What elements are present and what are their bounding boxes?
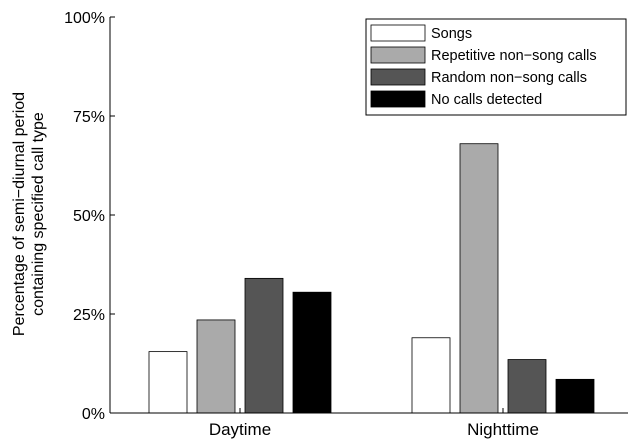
legend-swatch-0 — [370, 24, 426, 42]
legend-swatch-1 — [370, 46, 426, 64]
x-category-label-nighttime: Nighttime — [467, 420, 539, 439]
legend-swatch-3 — [370, 90, 426, 108]
legend-label-0: Songs — [431, 26, 472, 42]
y-tick-label: 0% — [82, 406, 105, 423]
y-tick-label: 25% — [73, 307, 105, 324]
y-tick-label: 100% — [64, 10, 105, 27]
legend-label-2: Random non−song calls — [431, 70, 587, 86]
bar-daytime-3 — [292, 291, 332, 414]
bar-nighttime-0 — [411, 337, 451, 414]
bar-daytime-0 — [148, 351, 188, 414]
bar-nighttime-1 — [459, 143, 499, 414]
bar-daytime-2 — [244, 277, 284, 414]
plot-area — [148, 143, 595, 414]
x-category-label-daytime: Daytime — [209, 420, 271, 439]
bar-nighttime-3 — [555, 378, 595, 414]
legend-label-3: No calls detected — [431, 92, 542, 108]
y-axis-label-line-1: Percentage of semi−diurnal period — [11, 92, 28, 336]
bar-daytime-1 — [196, 319, 236, 414]
legend-swatch-2 — [370, 68, 426, 86]
legend-label-1: Repetitive non−song calls — [431, 48, 597, 64]
y-tick-label: 75% — [73, 109, 105, 126]
bar-nighttime-2 — [507, 359, 547, 414]
y-axis-label-line-2: containing specified call type — [30, 112, 47, 316]
legend: Songs Repetitive non−song calls Random non… — [365, 18, 627, 116]
y-tick-label: 50% — [73, 208, 105, 225]
